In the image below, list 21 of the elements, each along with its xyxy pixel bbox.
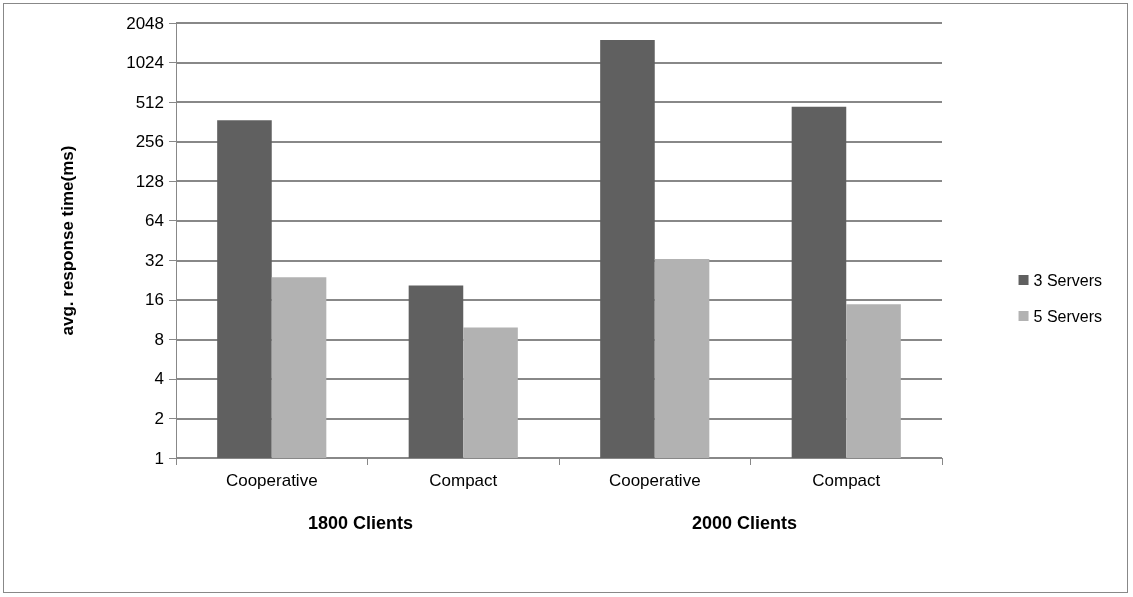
- y-tick-label: 1024: [126, 53, 164, 73]
- x-tick-label: Compact: [812, 471, 881, 490]
- y-tick-label: 256: [135, 132, 164, 152]
- legend-label: 5 Servers: [1033, 307, 1102, 325]
- legend-label: 3 Servers: [1033, 271, 1102, 289]
- y-tick-label: 2: [154, 408, 164, 428]
- y-tick-label: 16: [145, 290, 164, 310]
- text: 2000 Clients: [692, 513, 798, 533]
- text: 1800 Clients: [308, 513, 414, 533]
- y-tick-label: 128: [135, 171, 164, 191]
- y-axis-title: avg. response time(ms): [58, 145, 77, 336]
- y-tick-label: 8: [154, 329, 164, 349]
- x-tick-label: Cooperative: [225, 471, 318, 490]
- y-tick-label: 32: [145, 250, 164, 270]
- y-tick-label: 64: [145, 211, 164, 231]
- y-tick-label: 2048: [126, 13, 164, 33]
- y-tick-label: 1: [154, 448, 164, 468]
- y-tick-label: 512: [135, 92, 164, 112]
- x-tick-label: Compact: [429, 471, 498, 490]
- y-tick-label: 4: [154, 369, 164, 389]
- x-tick-label: Cooperative: [608, 471, 701, 490]
